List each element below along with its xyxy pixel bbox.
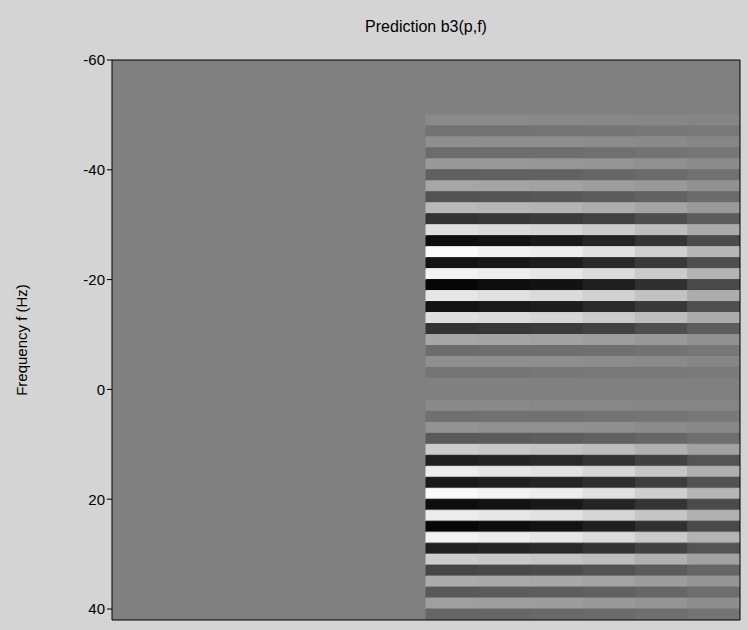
html-text:Prediction b3(p,f): Prediction b3(p,f) [365,18,487,35]
svg-text:-20: -20 [83,271,105,288]
svg-text:-60: -60 [83,51,105,68]
svg-text:40: 40 [88,600,105,617]
svg-text:Frequency f (Hz): Frequency f (Hz) [13,284,30,396]
svg-text:-40: -40 [83,161,105,178]
svg-text:0: 0 [97,381,105,398]
svg-text:20: 20 [88,491,105,508]
